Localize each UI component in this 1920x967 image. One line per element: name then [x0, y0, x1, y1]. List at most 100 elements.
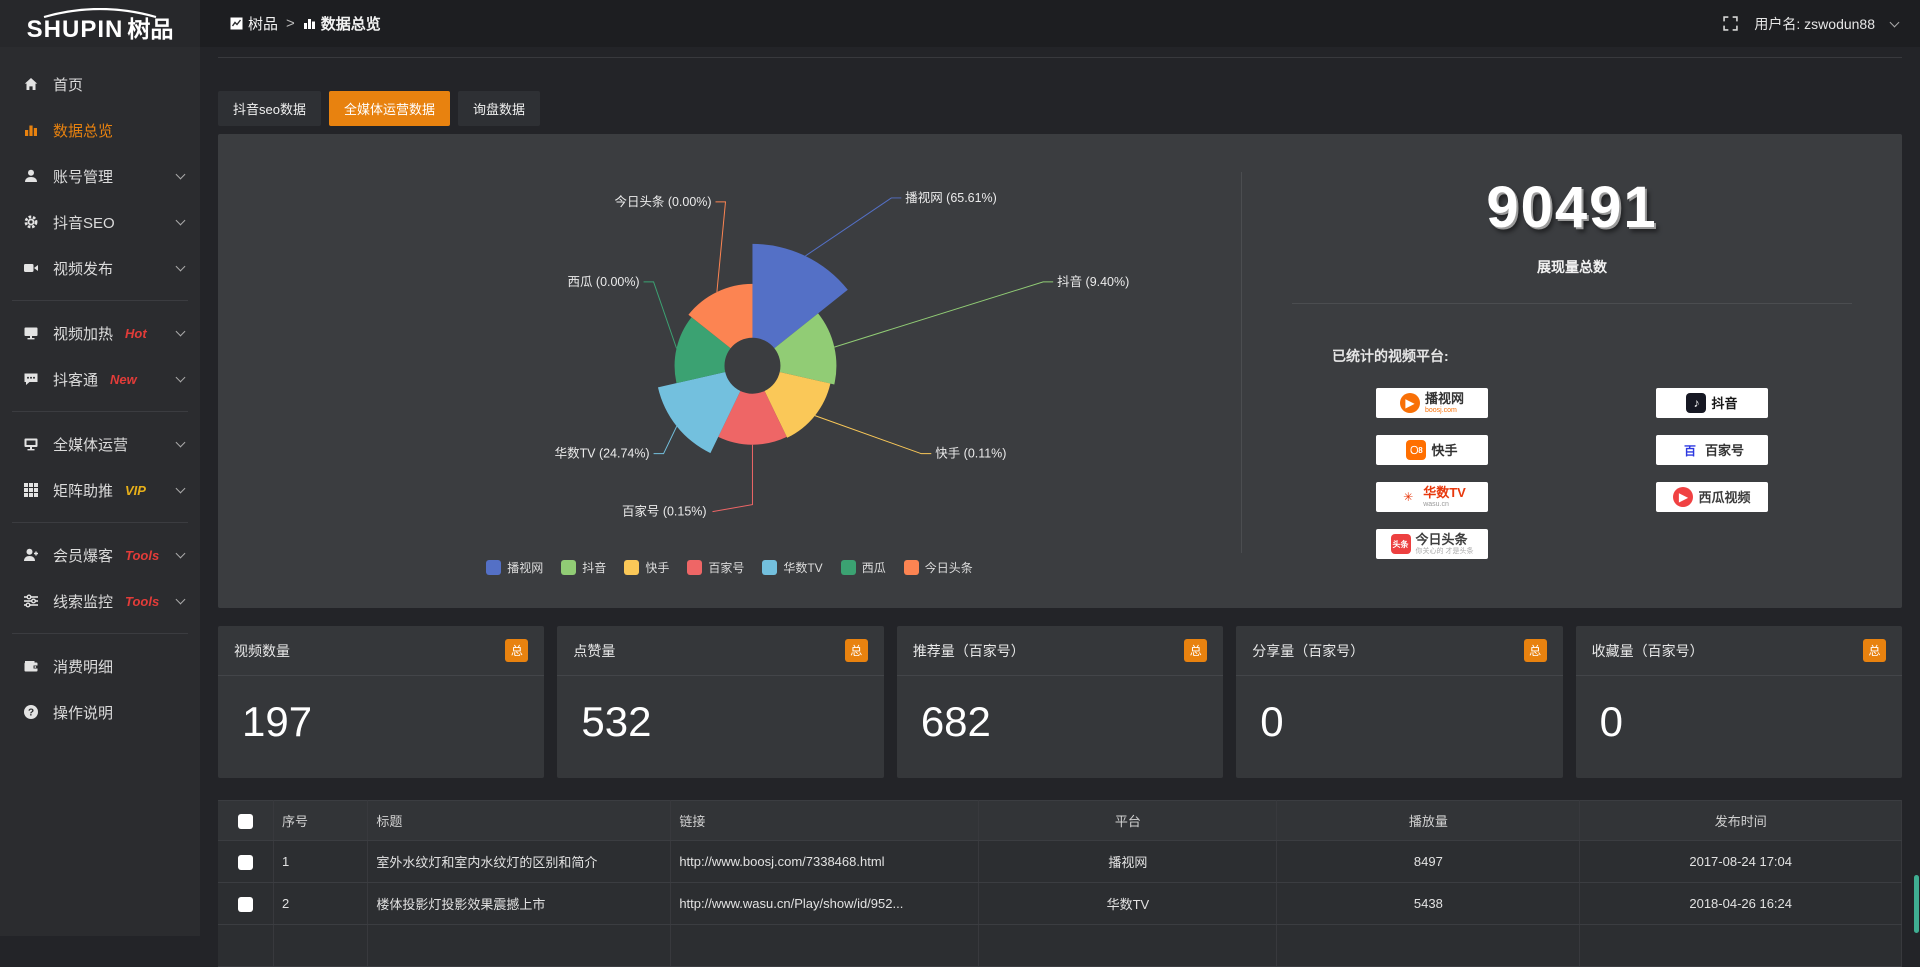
legend-item-1[interactable]: 抖音: [561, 559, 606, 576]
legend-label: 百家号: [708, 559, 744, 576]
sidebar-item-bar-chart[interactable]: 数据总览: [0, 107, 200, 153]
sidebar-item-wallet[interactable]: 消费明细: [0, 643, 200, 689]
total-badge[interactable]: 总: [1863, 639, 1886, 662]
platform-badge: 〇8 快手: [1376, 435, 1488, 465]
sidebar-item-video[interactable]: 视频发布: [0, 245, 200, 291]
legend-label: 华数TV: [783, 559, 822, 576]
tab-1[interactable]: 全媒体运营数据: [329, 91, 450, 126]
question-icon: ?: [22, 704, 39, 721]
table-row-partial: [218, 925, 1902, 967]
column-header-5: 发布时间: [1580, 801, 1902, 841]
pie-label-line-6: [716, 202, 726, 292]
platform-badge: 百 百家号: [1656, 435, 1768, 465]
legend-item-6[interactable]: 今日头条: [904, 559, 973, 576]
video-url-link[interactable]: http://www.boosj.com/7338468.html: [671, 841, 979, 883]
tab-0[interactable]: 抖音seo数据: [218, 91, 321, 126]
sidebar-item-gear[interactable]: 抖音SEO: [0, 199, 200, 245]
sidebar-item-chat[interactable]: 抖客通 New: [0, 356, 200, 402]
cell-no: 1: [274, 841, 368, 883]
sidebar-item-user[interactable]: 账号管理: [0, 153, 200, 199]
logo-text-en: SHUPIN: [27, 18, 124, 42]
sidebar-divider: [12, 300, 188, 301]
platform-logo-icon: ▶: [1673, 487, 1693, 507]
pie-label-6: 今日头条 (0.00%): [615, 194, 712, 209]
legend-item-3[interactable]: 百家号: [687, 559, 744, 576]
pie-label-4: 华数TV (24.74%): [555, 446, 650, 461]
legend-label: 播视网: [507, 559, 543, 576]
pie-label-line-5: [644, 282, 677, 349]
tab-2[interactable]: 询盘数据: [458, 91, 540, 126]
sidebar-divider: [12, 411, 188, 412]
sliders-icon: [22, 593, 39, 610]
stat-card-value: 197: [218, 676, 544, 746]
sidebar-item-home[interactable]: 首页: [0, 61, 200, 107]
platform-name: 今日头条: [1416, 533, 1468, 546]
platform-logo-icon: 〇8: [1406, 440, 1426, 460]
row-checkbox[interactable]: [238, 897, 253, 912]
breadcrumb-current[interactable]: 数据总览: [303, 13, 381, 34]
chart-legend: 播视网 抖音 快手 百家号 华数TV 西瓜 今日头条: [218, 559, 1241, 576]
column-header-4: 播放量: [1277, 801, 1580, 841]
platform-badge: ♪ 抖音: [1656, 388, 1768, 418]
chevron-down-icon: [176, 373, 186, 383]
legend-item-2[interactable]: 快手: [624, 559, 669, 576]
total-badge[interactable]: 总: [845, 639, 868, 662]
rose-chart: 播视网 (65.61%)抖音 (9.40%)快手 (0.11%)百家号 (0.1…: [218, 134, 1241, 608]
sidebar-divider: [12, 522, 188, 523]
tab-bar: 抖音seo数据全媒体运营数据询盘数据: [218, 91, 540, 126]
legend-item-4[interactable]: 华数TV: [762, 559, 822, 576]
pie-slice-4[interactable]: [658, 372, 740, 453]
sidebar-item-question[interactable]: ? 操作说明: [0, 689, 200, 735]
platform-name: 华数TV: [1423, 486, 1466, 499]
sidebar-item-monitor[interactable]: 视频加热 Hot: [0, 310, 200, 356]
column-header-1: 标题: [368, 801, 671, 841]
stat-card-4: 收藏量（百家号） 总 0: [1576, 626, 1902, 778]
cell-plays: 8497: [1277, 841, 1580, 883]
column-header-2: 链接: [671, 801, 979, 841]
platform-subtext: wasu.cn: [1423, 501, 1449, 508]
video-title-link[interactable]: 楼体投影灯投影效果震撼上市: [368, 883, 671, 925]
grid-icon: [22, 482, 39, 499]
total-badge[interactable]: 总: [1524, 639, 1547, 662]
breadcrumb-separator: >: [286, 15, 295, 32]
stat-card-title: 视频数量: [234, 641, 290, 661]
sidebar-item-screen[interactable]: 全媒体运营: [0, 421, 200, 467]
sidebar-item-sliders[interactable]: 线索监控 Tools: [0, 578, 200, 624]
legend-swatch: [687, 560, 702, 575]
pie-label-line-4: [654, 426, 677, 453]
breadcrumb-root[interactable]: 树品: [230, 13, 278, 34]
sidebar-item-member[interactable]: 会员爆客 Tools: [0, 532, 200, 578]
platform-name: 快手: [1431, 444, 1457, 457]
select-all-checkbox[interactable]: [238, 814, 253, 829]
video-url-link[interactable]: http://www.wasu.cn/Play/show/id/952...: [671, 883, 979, 925]
stat-card-1: 点赞量 总 532: [557, 626, 883, 778]
fullscreen-icon[interactable]: [1723, 16, 1738, 31]
legend-label: 西瓜: [862, 559, 886, 576]
legend-item-5[interactable]: 西瓜: [841, 559, 886, 576]
cell-time: 2017-08-24 17:04: [1580, 841, 1902, 883]
row-checkbox[interactable]: [238, 855, 253, 870]
chevron-down-icon[interactable]: [1890, 17, 1900, 27]
scrollbar-thumb[interactable]: [1914, 875, 1919, 933]
platform-badge: ✳ 华数TV wasu.cn: [1376, 482, 1488, 512]
logo[interactable]: SHUPIN 树品: [0, 0, 200, 47]
platform-name: 抖音: [1711, 397, 1737, 410]
bar-chart-icon: [22, 122, 39, 139]
video-title-link[interactable]: 室外水纹灯和室内水纹灯的区别和简介: [368, 841, 671, 883]
wallet-icon: [22, 658, 39, 675]
monitor-icon: [22, 325, 39, 342]
sidebar-item-grid[interactable]: 矩阵助推 VIP: [0, 467, 200, 513]
pie-label-line-1: [834, 282, 1053, 347]
legend-item-0[interactable]: 播视网: [486, 559, 543, 576]
stat-card-value: 532: [557, 676, 883, 746]
cell-platform: 华数TV: [979, 883, 1277, 925]
platform-logo-icon: ♪: [1686, 393, 1706, 413]
platform-badges: ▶ 播视网 boosj.com 〇8 快手 ✳ 华数TV wasu.cn 头条 …: [1292, 388, 1852, 559]
total-badge[interactable]: 总: [505, 639, 528, 662]
username[interactable]: 用户名: zswodun88: [1754, 14, 1875, 34]
total-badge[interactable]: 总: [1184, 639, 1207, 662]
overview-panel: 播视网 (65.61%)抖音 (9.40%)快手 (0.11%)百家号 (0.1…: [218, 134, 1902, 608]
sidebar: 首页 数据总览 账号管理 抖音SEO 视频发布 视频加热 Hot 抖客通 New…: [0, 47, 200, 936]
stat-card-value: 0: [1236, 676, 1562, 746]
